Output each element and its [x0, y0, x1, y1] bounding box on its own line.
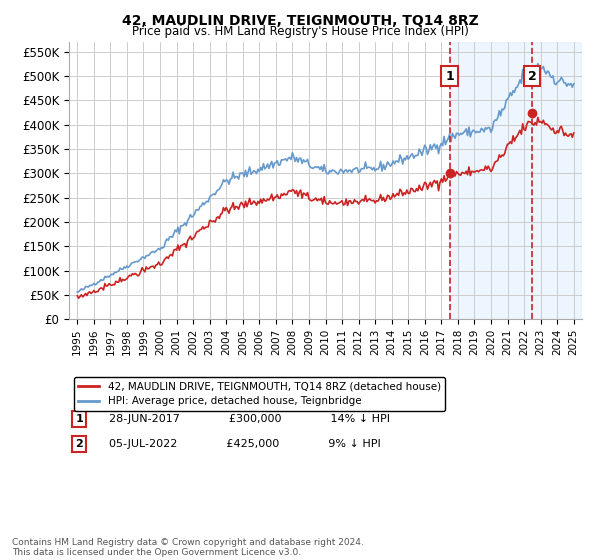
Legend: 42, MAUDLIN DRIVE, TEIGNMOUTH, TQ14 8RZ (detached house), HPI: Average price, de: 42, MAUDLIN DRIVE, TEIGNMOUTH, TQ14 8RZ … [74, 377, 445, 410]
Text: 42, MAUDLIN DRIVE, TEIGNMOUTH, TQ14 8RZ: 42, MAUDLIN DRIVE, TEIGNMOUTH, TQ14 8RZ [122, 14, 478, 28]
Text: 05-JUL-2022              £425,000              9% ↓ HPI: 05-JUL-2022 £425,000 9% ↓ HPI [95, 439, 380, 449]
Text: 2: 2 [76, 439, 83, 449]
Text: Contains HM Land Registry data © Crown copyright and database right 2024.
This d: Contains HM Land Registry data © Crown c… [12, 538, 364, 557]
Bar [449, 42, 532, 319]
Text: 28-JUN-2017              £300,000              14% ↓ HPI: 28-JUN-2017 £300,000 14% ↓ HPI [95, 414, 389, 424]
Bar [532, 42, 582, 319]
Text: Price paid vs. HM Land Registry's House Price Index (HPI): Price paid vs. HM Land Registry's House … [131, 25, 469, 38]
Text: 1: 1 [76, 414, 83, 424]
Text: 2: 2 [528, 69, 537, 82]
Text: 1: 1 [445, 69, 454, 82]
